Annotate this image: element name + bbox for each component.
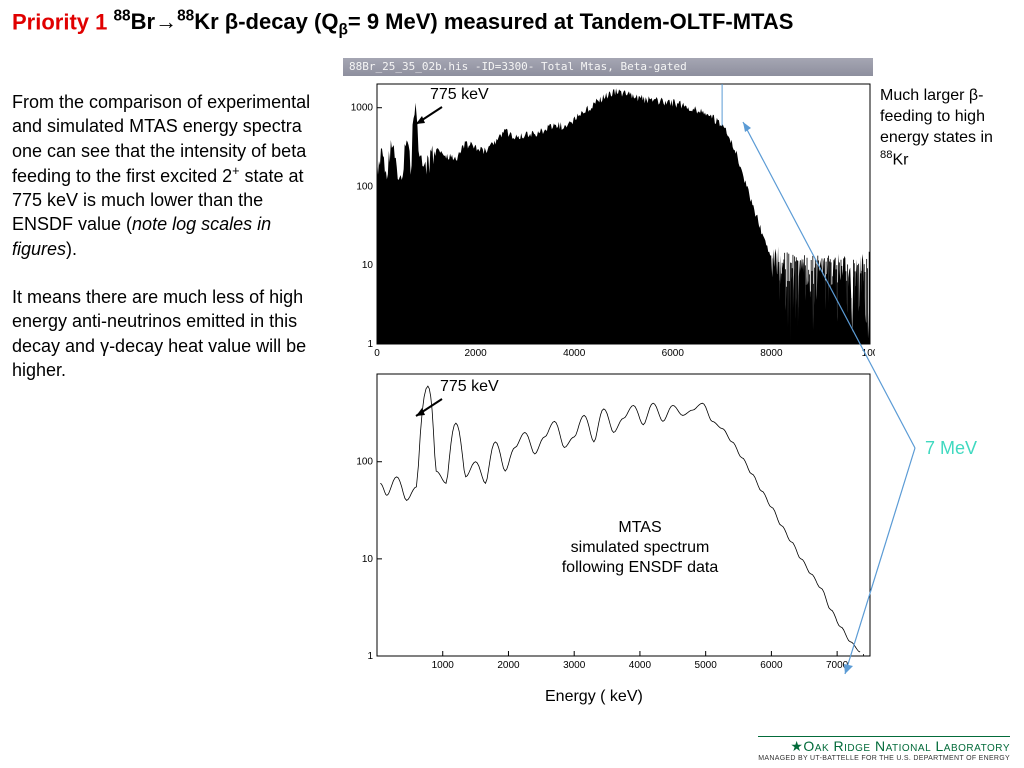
- footer-lab: ★Oak Ridge National Laboratory: [758, 736, 1010, 755]
- priority-label: Priority 1: [12, 9, 107, 34]
- chart-area: 88Br_25_35_02b.his -ID=3300- Total Mtas,…: [335, 58, 1015, 718]
- svg-text:100: 100: [356, 457, 373, 468]
- svg-text:10: 10: [362, 554, 374, 565]
- svg-text:6000: 6000: [662, 348, 685, 359]
- svg-text:2000: 2000: [497, 660, 520, 671]
- paragraph-2: It means there are much less of high ene…: [12, 285, 322, 382]
- bottom-chart-annotation: MTASsimulated spectrumfollowing ENSDF da…: [530, 518, 750, 578]
- svg-text:3000: 3000: [563, 660, 586, 671]
- side-note: Much larger β-feeding to high energy sta…: [880, 86, 1010, 172]
- slide-title: Priority 1 88Br→88Kr β-decay (Qβ= 9 MeV)…: [12, 8, 1012, 40]
- x-axis-label: Energy ( keV): [545, 688, 643, 706]
- svg-text:1: 1: [367, 651, 373, 662]
- paragraph-1: From the comparison of experimental and …: [12, 90, 322, 261]
- mev-label: 7 MeV: [925, 438, 977, 459]
- svg-text:8000: 8000: [760, 348, 783, 359]
- svg-text:2000: 2000: [464, 348, 487, 359]
- svg-text:100: 100: [356, 181, 373, 192]
- svg-text:1000: 1000: [351, 103, 374, 114]
- svg-text:7000: 7000: [826, 660, 849, 671]
- top-peak-arrow-icon: [410, 102, 450, 132]
- top-chart-annotation: MTASexperimental spectrum03/03/2015: [545, 188, 745, 248]
- svg-text:4000: 4000: [563, 348, 586, 359]
- svg-text:100: 100: [862, 348, 875, 359]
- svg-text:6000: 6000: [760, 660, 783, 671]
- svg-text:0: 0: [374, 348, 380, 359]
- bottom-peak-arrow-icon: [410, 394, 450, 424]
- footer: ★Oak Ridge National Laboratory MANAGED B…: [758, 736, 1010, 762]
- title-rest: 88Br→88Kr β-decay (Qβ= 9 MeV) measured a…: [114, 9, 794, 34]
- svg-text:10: 10: [362, 260, 374, 271]
- body-text: From the comparison of experimental and …: [12, 90, 322, 382]
- svg-text:1000: 1000: [432, 660, 455, 671]
- svg-text:5000: 5000: [695, 660, 718, 671]
- footer-sub: MANAGED BY UT-BATTELLE FOR THE U.S. DEPA…: [758, 755, 1010, 762]
- svg-text:4000: 4000: [629, 660, 652, 671]
- chart-header-bar: 88Br_25_35_02b.his -ID=3300- Total Mtas,…: [343, 58, 873, 76]
- svg-text:1: 1: [367, 339, 373, 350]
